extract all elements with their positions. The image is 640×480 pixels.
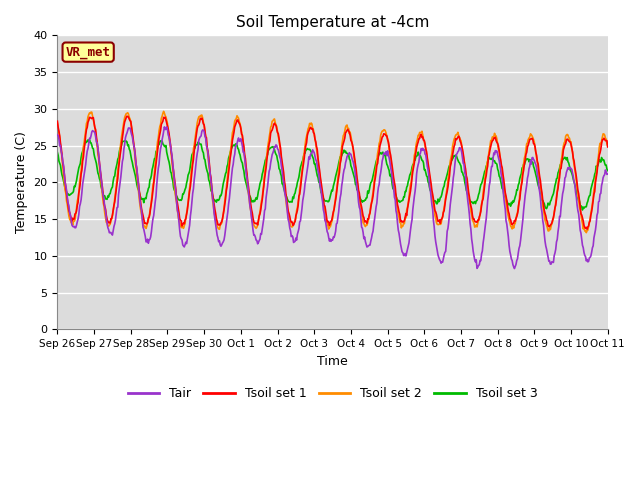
Tsoil set 1 [199,118,207,123]
Tsoil set 2 [378,128,386,134]
Tsoil set 2 [199,115,207,120]
Tsoil set 2 [604,143,612,149]
Legend: Tair, Tsoil set 1, Tsoil set 2, Tsoil set 3: Tair, Tsoil set 1, Tsoil set 2, Tsoil se… [123,383,543,406]
Tsoil set 2 [325,226,333,232]
Tair [163,124,170,130]
Tsoil set 2 [433,220,440,226]
Line: Tsoil set 2: Tsoil set 2 [58,111,608,233]
Y-axis label: Temperature (C): Temperature (C) [15,132,28,233]
Tair [604,171,612,177]
Tsoil set 1 [554,185,562,191]
Tair [54,132,61,138]
Tsoil set 3 [554,170,562,176]
Tsoil set 3 [378,150,386,156]
Tsoil set 1 [433,212,440,217]
Tsoil set 3 [433,201,440,206]
Line: Tsoil set 1: Tsoil set 1 [58,116,608,229]
Tsoil set 2 [160,108,168,114]
X-axis label: Time: Time [317,355,348,368]
Tsoil set 2 [554,181,562,187]
Tsoil set 1 [54,119,61,124]
Tsoil set 3 [579,207,586,213]
Tsoil set 3 [199,148,207,154]
Tair [511,265,518,271]
Tsoil set 1 [175,210,183,216]
Tsoil set 3 [175,197,183,203]
Title: Soil Temperature at -4cm: Soil Temperature at -4cm [236,15,429,30]
Tair [555,224,563,229]
Tsoil set 3 [325,199,333,204]
Tair [433,243,440,249]
Tsoil set 3 [604,168,612,173]
Tair [175,218,183,224]
Tsoil set 3 [86,137,93,143]
Tsoil set 2 [54,120,61,126]
Tsoil set 2 [175,217,183,223]
Line: Tsoil set 3: Tsoil set 3 [58,140,608,210]
Tsoil set 1 [604,144,612,150]
Tsoil set 1 [583,227,591,232]
Tair [199,127,207,133]
Text: VR_met: VR_met [66,46,111,59]
Tair [378,158,386,164]
Tsoil set 1 [325,219,333,225]
Tair [325,235,333,240]
Tsoil set 1 [123,113,131,119]
Tsoil set 2 [582,230,590,236]
Tsoil set 1 [378,134,386,140]
Line: Tair: Tair [58,127,608,268]
Tsoil set 3 [54,150,61,156]
